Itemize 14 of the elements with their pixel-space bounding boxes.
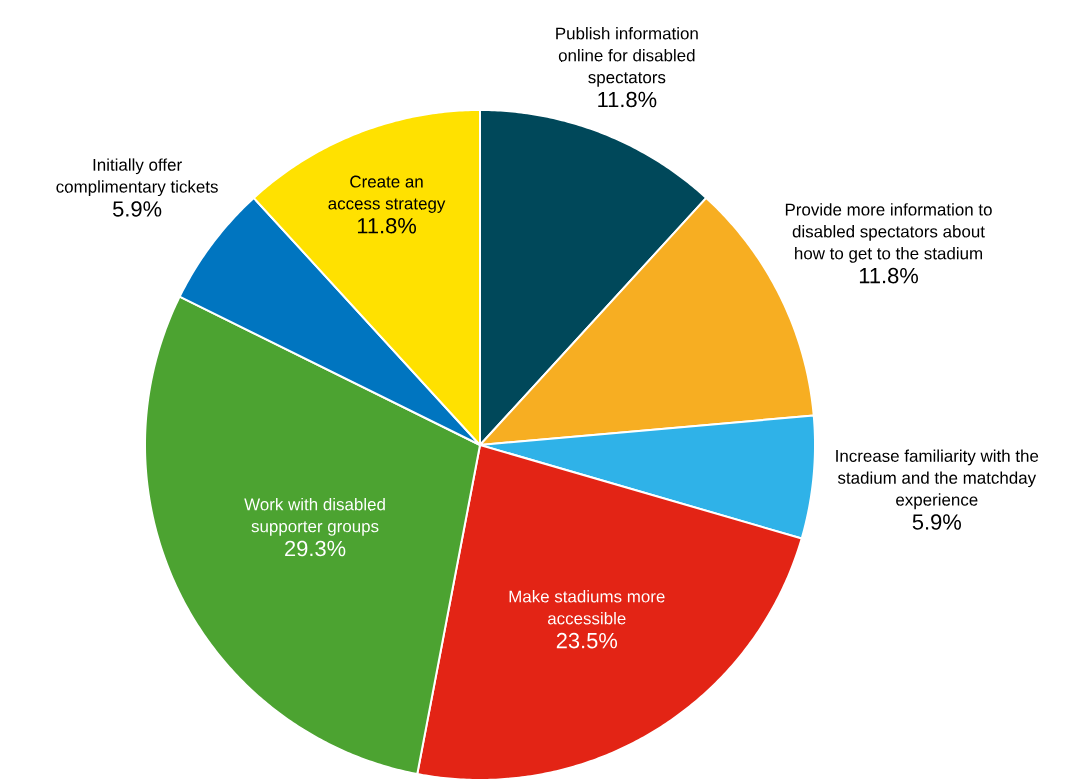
slice-label: Increase familiarity with the stadium and the matchday experience: [836, 449, 1039, 510]
data-label: 11.8%: [598, 91, 657, 108]
data-label: 5.9%: [912, 514, 961, 530]
slice-label: Make stadiums more accessible: [509, 590, 665, 625]
data-label: 23.5%: [556, 632, 618, 649]
slice-label: Publish information online for disabled spectators: [556, 27, 698, 87]
slice-label: Work with disabled supporter groups: [244, 497, 385, 536]
data-label: 5.9%: [113, 201, 162, 217]
data-label: 11.8%: [357, 217, 417, 234]
data-label: 11.8%: [859, 267, 918, 284]
slice-label: Initially offer complimentary tickets: [56, 158, 218, 197]
slice-label: Provide more information to disabled spectators about how to get to the stadium: [785, 203, 992, 263]
slice-label: Create an access strategy: [328, 175, 446, 213]
data-label: 29.3%: [285, 540, 346, 557]
